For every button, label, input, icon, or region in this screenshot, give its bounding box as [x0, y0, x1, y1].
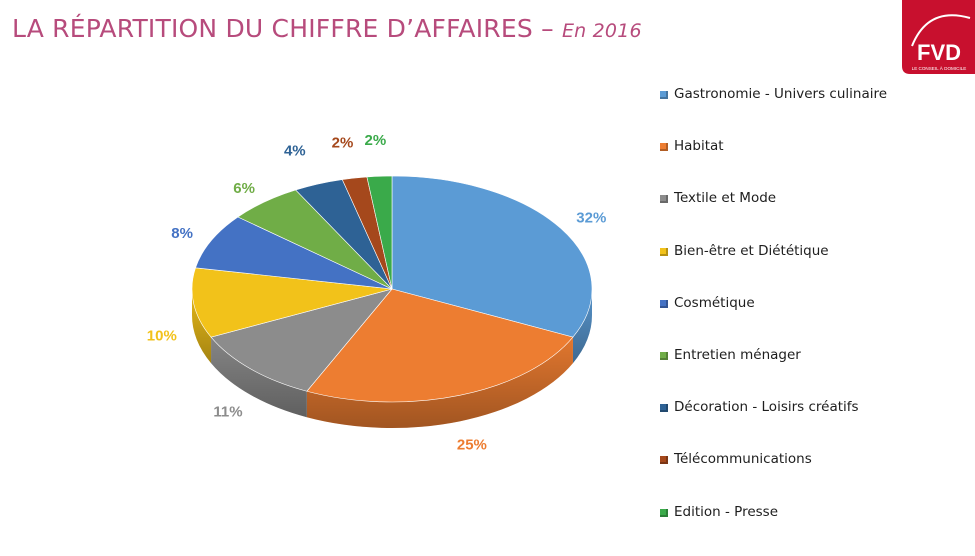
legend-item-textile-et-mode: Textile et Mode [660, 190, 887, 242]
pie-slice-gastronomie-univers-culinaire [391, 175, 593, 338]
legend-item-bien-etre-et-dietetique: Bien-être et Diététique [660, 243, 887, 295]
legend-item-gastronomie-univers-culinaire: Gastronomie - Univers culinaire [660, 86, 887, 138]
pie-chart: 32% 25% 11% 10% 8% 6% 4% 2% 2% [147, 132, 607, 453]
legend-item-edition-presse: Edition - Presse [660, 504, 887, 556]
legend-item-telecommunications: Télécommunications [660, 451, 887, 503]
data-label-telecommunications: 2% [332, 135, 354, 152]
data-label-cosmetique: 8% [171, 225, 193, 242]
legend-swatch [660, 195, 668, 204]
fvd-logo: FVD LE CONSEIL À DOMICILE [902, 0, 975, 74]
legend-label: Edition - Presse [674, 503, 778, 520]
data-label-habitat: 25% [457, 437, 487, 454]
title-year: En 2016 [561, 20, 642, 42]
legend-label: Bien-être et Diététique [674, 242, 829, 259]
legend-swatch [660, 456, 668, 465]
pie-side-bien-etre-et-dietetique-shade [192, 289, 212, 364]
chart-legend: Gastronomie - Univers culinaire Habitat Te… [660, 86, 887, 556]
pie-slice-edition-presse [366, 175, 393, 290]
pie-tops [191, 175, 593, 403]
pie-side-textile-et-mode-shade [211, 337, 307, 418]
legend-swatch [660, 508, 668, 517]
data-label-entretien-menager: 6% [233, 180, 255, 197]
page-title: LA RÉPARTITION DU CHIFFRE D’AFFAIRES – E… [12, 14, 642, 43]
pie-side-gastronomie-univers-culinaire-shade [572, 289, 593, 364]
legend-label: Décoration - Loisirs créatifs [674, 399, 859, 416]
legend-label: Cosmétique [674, 294, 755, 311]
pie-slice-habitat [306, 288, 574, 403]
legend-label: Gastronomie - Univers culinaire [674, 86, 888, 102]
legend-label: Entretien ménager [674, 346, 801, 363]
title-main: LA RÉPARTITION DU CHIFFRE D’AFFAIRES – [12, 14, 562, 43]
pie-slice-textile-et-mode [210, 288, 393, 392]
data-label-gastronomie-univers-culinaire: 32% [576, 210, 606, 227]
legend-item-entretien-menager: Entretien ménager [660, 347, 887, 399]
data-label-edition-presse: 2% [365, 132, 387, 149]
legend-swatch [660, 351, 668, 360]
legend-swatch [660, 299, 668, 308]
pie-labels: 32% 25% 11% 10% 8% 6% 4% 2% 2% [147, 132, 607, 453]
data-label-bien-etre-et-dietetique: 10% [147, 327, 177, 344]
data-label-textile-et-mode: 11% [213, 404, 242, 421]
legend-swatch [660, 143, 668, 152]
pie-slice-cosmetique [195, 216, 393, 290]
legend-swatch [660, 91, 668, 99]
legend-label: Télécommunications [674, 451, 812, 468]
legend-item-habitat: Habitat [660, 138, 887, 190]
legend-item-decoration-loisirs-creatifs: Décoration - Loisirs créatifs [660, 399, 887, 451]
pie-slice-bien-etre-et-dietetique [191, 267, 393, 338]
legend-label: Habitat [674, 138, 724, 155]
legend-item-cosmetique: Cosmétique [660, 295, 887, 347]
legend-swatch [660, 247, 668, 256]
legend-swatch [660, 404, 668, 413]
logo-text: FVD [917, 40, 961, 65]
pie-side-habitat-shade [306, 337, 573, 428]
logo-tagline: LE CONSEIL À DOMICILE [912, 65, 967, 71]
legend-label: Textile et Mode [674, 190, 777, 207]
data-label-decoration-loisirs-creatifs: 4% [284, 142, 306, 159]
